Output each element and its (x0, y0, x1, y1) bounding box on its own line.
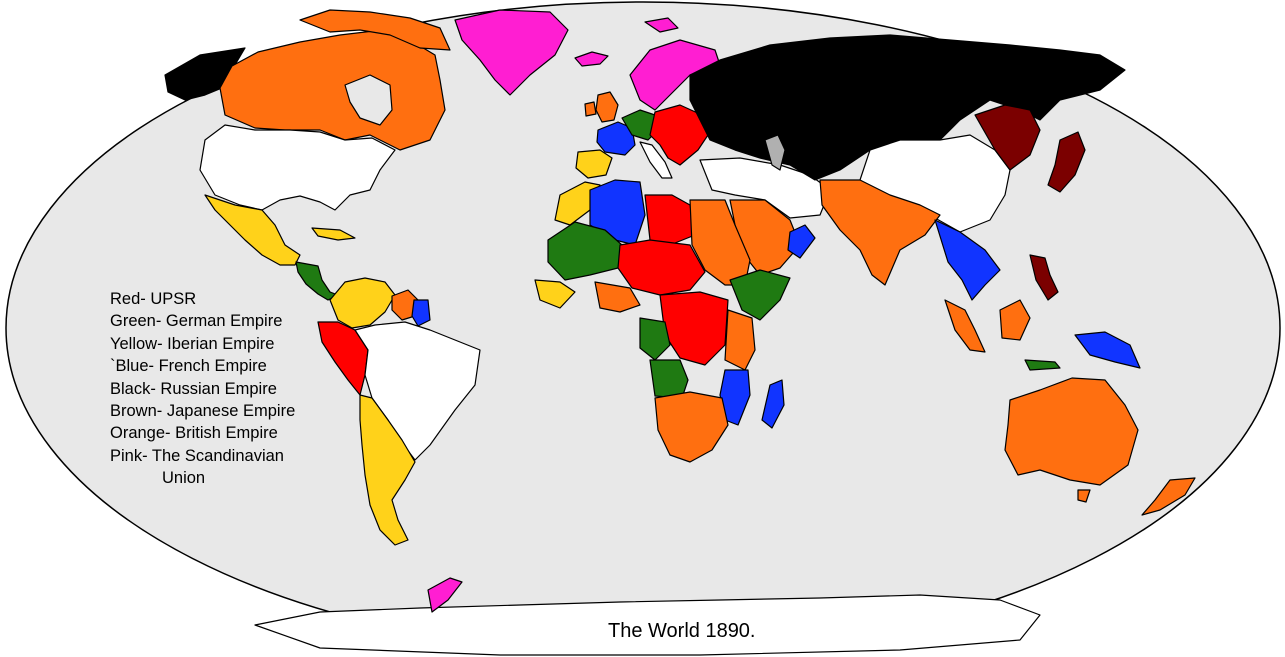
legend-item-blue: `Blue- French Empire (110, 357, 267, 376)
region-france (596, 121, 636, 156)
region-britain (595, 91, 619, 123)
region-indochina (934, 219, 1001, 301)
region-italy (639, 141, 673, 179)
region-java (1024, 359, 1061, 371)
region-india (819, 179, 941, 286)
region-usa (199, 124, 396, 211)
region-gold-coast (534, 279, 576, 309)
legend-item-orange: Orange- British Empire (110, 424, 278, 443)
region-ireland (584, 101, 597, 117)
region-madagascar (761, 379, 785, 429)
region-hudson-bay (344, 74, 393, 126)
legend-item-green: Green- German Empire (110, 312, 283, 331)
region-mozambique (719, 369, 751, 426)
region-mexico (204, 194, 301, 266)
region-canada-islands (299, 9, 451, 51)
region-manchuria (974, 104, 1041, 171)
map-legend: Red- UPSR Green- German Empire Yellow- I… (110, 288, 295, 490)
region-central-sahel (617, 239, 706, 296)
region-tasmania (1077, 489, 1091, 503)
legend-item-pink: Pink- The Scandinavian (110, 446, 284, 465)
region-iberia (575, 149, 613, 179)
legend-item-brown: Brown- Japanese Empire (110, 402, 296, 421)
region-new-guinea (1074, 331, 1141, 369)
region-east-africa (724, 309, 756, 371)
region-horn (729, 269, 791, 321)
region-peru (317, 321, 369, 396)
region-caspian (764, 134, 786, 171)
region-french-guiana (411, 299, 431, 327)
legend-item-red: Red- UPSR (110, 290, 197, 308)
region-gabon (639, 317, 671, 361)
region-antarctica (254, 594, 1041, 656)
legend-item-pink-continued: Union (162, 469, 206, 488)
region-colombia-venezuela (329, 277, 396, 329)
region-antarctic-peninsula (427, 577, 463, 613)
map-title: The World 1890. (608, 620, 756, 642)
region-nigeria (594, 281, 641, 313)
region-borneo (999, 299, 1031, 341)
region-middle-east (699, 157, 831, 219)
region-japan (1047, 131, 1086, 193)
region-argentina-chile (359, 394, 416, 546)
region-brazil (354, 321, 481, 461)
region-svalbard (644, 17, 679, 33)
legend-item-yellow: Yellow- Iberian Empire (110, 334, 275, 353)
region-new-zealand (1141, 477, 1196, 516)
region-angola (649, 359, 689, 399)
region-greenland (454, 9, 569, 96)
region-malay (944, 299, 986, 353)
region-taiwan-philippines (1029, 254, 1059, 301)
region-oman (787, 224, 816, 259)
region-cuba (311, 227, 356, 241)
region-iceland (574, 51, 609, 67)
legend-item-black: Black- Russian Empire (110, 379, 277, 398)
region-south-africa (654, 391, 729, 463)
region-eastern-europe (649, 104, 709, 166)
region-australia (1004, 377, 1139, 486)
